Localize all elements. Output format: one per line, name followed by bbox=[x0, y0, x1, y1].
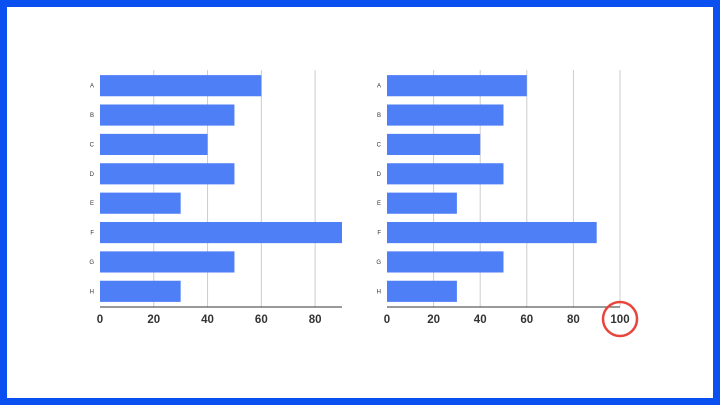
chart1-category-label-D: D bbox=[90, 172, 95, 178]
chart2-bar-D bbox=[387, 163, 504, 185]
chart2-tick-label-60: 60 bbox=[520, 314, 533, 326]
chart1-bar-G bbox=[100, 251, 235, 273]
chart1-bar-F bbox=[100, 221, 342, 244]
chart2-category-label-C: C bbox=[377, 142, 382, 148]
chart2-bar-C bbox=[387, 133, 481, 156]
chart2-category-label-A: A bbox=[377, 84, 381, 90]
chart2-tick-label-80: 80 bbox=[567, 314, 580, 326]
chart1-category-label-B: B bbox=[90, 113, 94, 119]
chart1-tick-label-40: 40 bbox=[201, 314, 214, 326]
chart1-category-label-E: E bbox=[90, 201, 94, 207]
chart1-category-label-C: C bbox=[90, 142, 95, 148]
chart1-bar-D bbox=[100, 163, 235, 185]
chart1-tick-label-20: 20 bbox=[147, 314, 160, 326]
chart2-category-label-H: H bbox=[377, 289, 381, 295]
chart2-category-label-B: B bbox=[377, 113, 381, 119]
chart2-category-label-F: F bbox=[377, 231, 381, 237]
chart2-tick-label-0: 0 bbox=[384, 314, 390, 326]
chart1-category-label-F: F bbox=[90, 231, 94, 237]
chart2-tick-label-40: 40 bbox=[474, 314, 487, 326]
chart1-category-label-G: G bbox=[89, 260, 94, 266]
chart1-category-label-H: H bbox=[90, 289, 94, 295]
chart1-tick-label-80: 80 bbox=[309, 314, 322, 326]
chart2-bar-F bbox=[387, 221, 597, 244]
chart2-category-label-D: D bbox=[377, 172, 382, 178]
chart2-category-label-E: E bbox=[377, 201, 381, 207]
chart1-tick-label-60: 60 bbox=[255, 314, 268, 326]
chart2-bar-E bbox=[387, 192, 457, 214]
chart1-bar-H bbox=[100, 280, 181, 302]
chart1-tick-label-0: 0 bbox=[97, 314, 103, 326]
chart2-tick-label-20: 20 bbox=[427, 314, 440, 326]
chart2-bar-H bbox=[387, 280, 457, 302]
chart1-category-label-A: A bbox=[90, 84, 94, 90]
chart2-bar-B bbox=[387, 104, 504, 126]
chart1-bar-C bbox=[100, 133, 208, 156]
chart1-bar-A bbox=[100, 75, 262, 97]
chart2-bar-A bbox=[387, 75, 527, 97]
chart2-category-label-G: G bbox=[376, 260, 381, 266]
chart2-highlight-circle bbox=[601, 300, 639, 338]
chart2-bar-G bbox=[387, 251, 504, 273]
chart1-bar-E bbox=[100, 192, 181, 214]
chart1-bar-B bbox=[100, 104, 235, 126]
chart2-tick-label-100: 100 bbox=[610, 314, 629, 326]
